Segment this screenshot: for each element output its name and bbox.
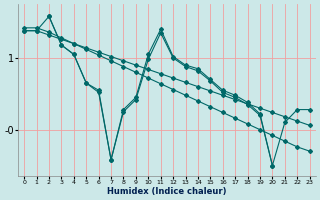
X-axis label: Humidex (Indice chaleur): Humidex (Indice chaleur)	[107, 187, 227, 196]
